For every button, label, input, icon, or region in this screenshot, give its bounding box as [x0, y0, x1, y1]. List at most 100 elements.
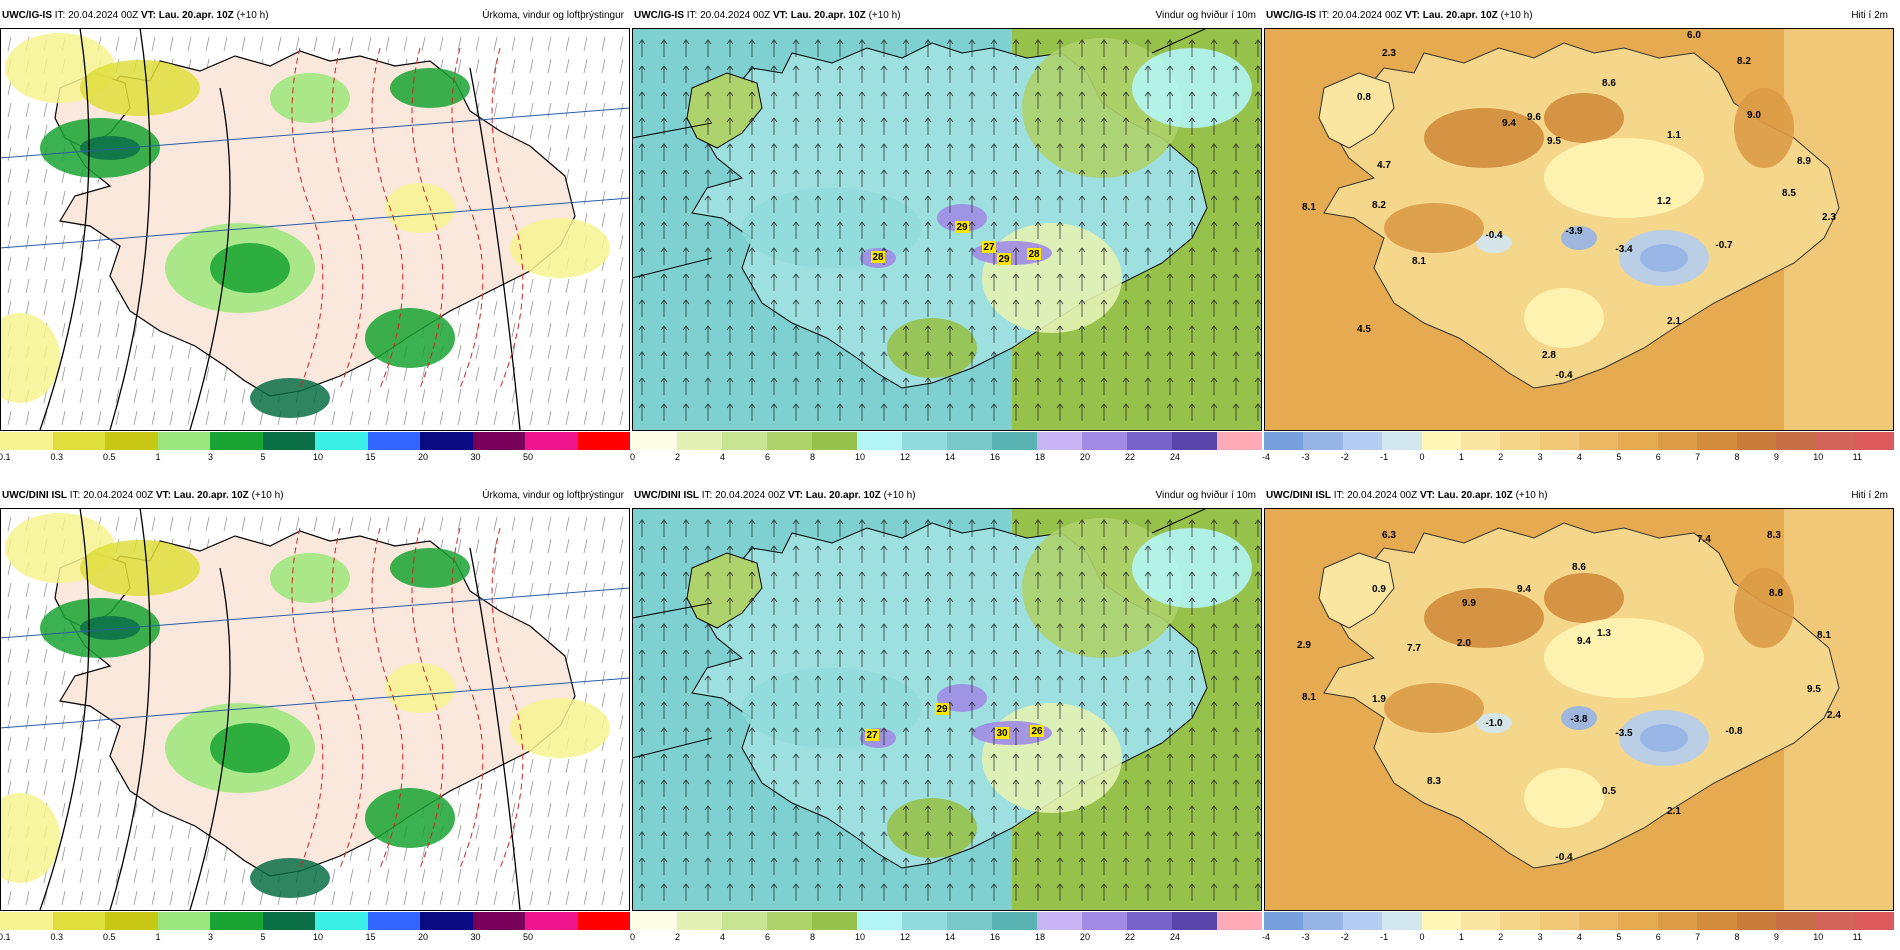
- wind-arrowhead: [726, 675, 734, 681]
- wind-barb: [475, 80, 480, 96]
- colorbar-swatch: [947, 912, 992, 930]
- wind-barb: [97, 868, 102, 884]
- colorbar-tick: 0.1: [0, 452, 11, 462]
- wind-barb: [7, 582, 12, 598]
- colorbar-tick: 5: [260, 932, 266, 942]
- colorbar-tick: 11: [1852, 452, 1862, 462]
- wind-barb: [367, 388, 372, 404]
- wind-barb: [367, 868, 372, 884]
- wind-barb: [7, 670, 12, 686]
- wind-arrowhead: [1210, 325, 1218, 331]
- wind-arrowhead: [682, 91, 690, 97]
- wind-arrowhead: [1166, 701, 1174, 707]
- wind-arrowhead: [946, 857, 954, 863]
- it-label: IT:: [52, 10, 69, 21]
- colorbar-swatch: [992, 432, 1037, 450]
- colorbar-tick: 15: [365, 932, 376, 942]
- wind-arrowhead: [1144, 753, 1152, 759]
- wind-barb: [529, 890, 534, 906]
- wind-arrowhead: [1100, 403, 1108, 409]
- wind-barb: [529, 758, 534, 774]
- wind-barb: [601, 868, 606, 884]
- colorbar-swatch: [767, 432, 812, 450]
- wind-arrowhead: [1232, 65, 1240, 71]
- lead-time: (+10 h): [233, 10, 269, 21]
- wind-arrowhead: [1012, 325, 1020, 331]
- wind-barb: [115, 516, 120, 532]
- wind-barb: [529, 516, 534, 532]
- wind-barb: [601, 146, 606, 162]
- colorbar-tick: 22: [1125, 932, 1136, 942]
- wind-arrowhead: [1034, 325, 1042, 331]
- westfjords-land: [1318, 552, 1395, 629]
- wind-barb: [25, 714, 30, 730]
- wind-barb: [439, 36, 444, 52]
- wind-arrowhead: [946, 351, 954, 357]
- wind-barb: [133, 868, 138, 884]
- wind-barb: [61, 234, 66, 250]
- wind-arrowhead: [1056, 117, 1064, 123]
- wind-arrowhead: [1078, 701, 1086, 707]
- wind-barb: [457, 58, 462, 74]
- colorbar-swatch: [472, 912, 525, 930]
- init-time: 20.04.2024 00Z: [68, 10, 141, 21]
- wind-barb: [529, 366, 534, 382]
- wind-arrowhead: [1078, 65, 1086, 71]
- wind-arrowhead: [1078, 675, 1086, 681]
- colorbar-swatch: [525, 912, 578, 930]
- wind-barb: [475, 538, 480, 554]
- wind-arrowhead: [1034, 403, 1042, 409]
- wind-arrowhead: [792, 545, 800, 551]
- wind-arrowhead: [1210, 195, 1218, 201]
- wind-barb: [97, 344, 102, 360]
- wind-arrowhead: [1254, 649, 1262, 655]
- wind-barb: [169, 36, 174, 52]
- wind-barb: [187, 344, 192, 360]
- wind-barb: [421, 410, 426, 426]
- wind-arrowhead: [1144, 325, 1152, 331]
- wind-arrowhead: [1122, 299, 1130, 305]
- wind-arrowhead: [968, 195, 976, 201]
- wind-arrowhead: [1166, 325, 1174, 331]
- wind-arrowhead: [1012, 403, 1020, 409]
- temp-value: 8.9: [1797, 156, 1811, 167]
- panel-header: UWC/IG-IS IT: 20.04.2024 00Z VT: Lau. 20…: [1264, 0, 1894, 28]
- wind-arrowhead: [1012, 649, 1020, 655]
- temp-area: [1640, 244, 1688, 272]
- wind-barb: [295, 36, 300, 52]
- wind-arrowhead: [704, 545, 712, 551]
- wind-barb: [619, 36, 624, 52]
- wind-barb: [619, 890, 624, 906]
- wind-arrowhead: [902, 117, 910, 123]
- wind-arrowhead: [990, 299, 998, 305]
- panel-dini-precip: UWC/DINI ISL IT: 20.04.2024 00Z VT: Lau.…: [0, 480, 630, 950]
- wind-barb: [97, 234, 102, 250]
- wind-barb: [475, 410, 480, 426]
- wind-arrowhead: [638, 623, 646, 629]
- map-area: 6.0 2.3 8.2 0.8 8.6 9.4 9.6 9.5 1.1 9.0 4.7 8.9 8.1 8…: [1264, 28, 1894, 430]
- colorbar-swatch: [1172, 912, 1217, 930]
- wind-barb: [457, 868, 462, 884]
- wind-barb: [187, 366, 192, 382]
- wind-arrowhead: [1210, 519, 1218, 525]
- wind-arrowhead: [1012, 753, 1020, 759]
- wind-barb: [475, 300, 480, 316]
- colorbar-swatch: [1342, 432, 1383, 450]
- wind-arrowhead: [770, 805, 778, 811]
- wind-arrowhead: [1232, 39, 1240, 45]
- wind-barb: [529, 344, 534, 360]
- wind-arrowhead: [836, 805, 844, 811]
- colorbar-swatch: [577, 432, 630, 450]
- temp-value: 2.1: [1667, 806, 1681, 817]
- wind-barb: [493, 582, 498, 598]
- temp-value: 2.1: [1667, 316, 1681, 327]
- panel-igis-temp: UWC/IG-IS IT: 20.04.2024 00Z VT: Lau. 20…: [1262, 0, 1894, 470]
- wind-barb: [7, 780, 12, 796]
- temp-value: -3.5: [1615, 728, 1633, 739]
- colorbar-swatch: [262, 432, 315, 450]
- wind-arrowhead: [638, 117, 646, 123]
- colorbar-swatch: [1382, 912, 1422, 930]
- wind-arrowhead: [682, 325, 690, 331]
- wind-arrowhead: [880, 519, 888, 525]
- wind-arrowhead: [1056, 299, 1064, 305]
